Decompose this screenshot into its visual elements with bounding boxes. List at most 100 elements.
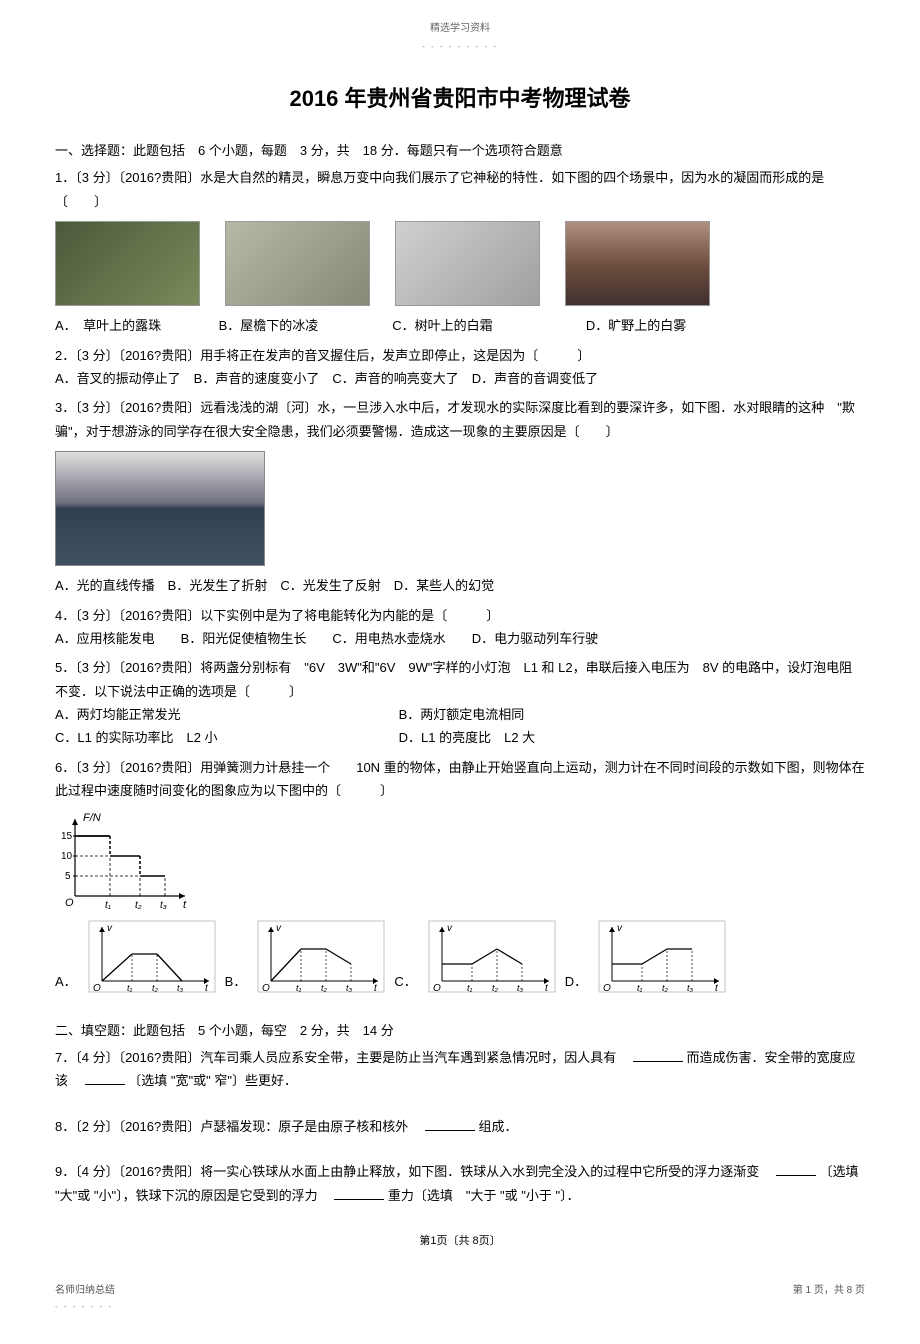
q2-choices: A．音叉的振动停止了 B．声音的速度变小了 C．声音的响亮变大了 D．声音的音调… (55, 367, 865, 390)
svg-text:t₃: t₃ (517, 983, 524, 993)
q1-choice-a: A． 草叶上的露珠 (55, 314, 215, 337)
q7-blank2 (85, 1072, 125, 1085)
svg-text:t: t (715, 983, 719, 994)
question-4: 4．〔3 分〕〔2016?贵阳〕以下实例中是为了将电能转化为内能的是〔 〕 A．… (55, 604, 865, 651)
svg-text:t: t (545, 983, 549, 994)
q5-row2: C．L1 的实际功率比 L2 小 D．L1 的亮度比 L2 大 (55, 726, 865, 749)
svg-text:t₂: t₂ (492, 983, 499, 993)
q3-choices: A．光的直线传播 B．光发生了折射 C．光发生了反射 D．某些人的幻觉 (55, 574, 865, 597)
q4-text: 4．〔3 分〕〔2016?贵阳〕以下实例中是为了将电能转化为内能的是〔 〕 (55, 604, 865, 627)
q5-text: 5．〔3 分〕〔2016?贵阳〕将两盏分别标有 "6V 3W"和"6V 9W"字… (55, 656, 865, 703)
question-9: 9．〔4 分〕〔2016?贵阳〕将一实心铁球从水面上由静止释放，如下图．铁球从入… (55, 1160, 865, 1207)
q1-choices: A． 草叶上的露珠 B．屋檐下的冰凌 C．树叶上的白霜 D．旷野上的白雾 (55, 314, 865, 337)
q5-choice-c: C．L1 的实际功率比 L2 小 (55, 726, 395, 749)
q9-blank1 (776, 1163, 816, 1176)
svg-text:O: O (433, 983, 441, 994)
top-label: 精选学习资料 (55, 20, 865, 38)
svg-text:O: O (603, 983, 611, 994)
svg-text:t₂: t₂ (321, 983, 328, 993)
svg-text:v: v (617, 923, 623, 934)
q7-p3: 〔选填 "宽"或" 窄"〕些更好． (128, 1073, 297, 1088)
question-2: 2．〔3 分〕〔2016?贵阳〕用手将正在发声的音叉握住后，发声立即停止，这是因… (55, 344, 865, 391)
svg-text:O: O (262, 983, 270, 994)
svg-text:F/N: F/N (83, 812, 101, 824)
q4-choices: A．应用核能发电 B．阳光促使植物生长 C．用电热水壶烧水 D．电力驱动列车行驶 (55, 627, 865, 650)
footer-row: 名师归纳总结 - - - - - - - 第 1 页，共 8 页 (55, 1282, 865, 1314)
q8-p2: 组成． (478, 1119, 517, 1134)
q1-choice-b: B．屋檐下的冰凌 (219, 314, 389, 337)
q3-text: 3．〔3 分〕〔2016?贵阳〕远看浅浅的湖〔河〕水，一旦涉入水中后，才发现水的… (55, 396, 865, 443)
q6-label-b: B． (225, 970, 247, 993)
section1-header: 一、选择题：此题包括 6 个小题，每题 3 分，共 18 分．每题只有一个选项符… (55, 139, 865, 162)
svg-text:t₁: t₁ (296, 983, 302, 993)
svg-text:v: v (107, 923, 113, 934)
footer-right: 第 1 页，共 8 页 (793, 1282, 865, 1314)
image-frost (395, 221, 540, 306)
svg-text:t₁: t₁ (637, 983, 643, 993)
svg-text:t: t (205, 983, 209, 994)
page-title: 2016 年贵州省贵阳市中考物理试卷 (55, 79, 865, 119)
question-5: 5．〔3 分〕〔2016?贵阳〕将两盏分别标有 "6V 3W"和"6V 9W"字… (55, 656, 865, 750)
q7-blank1 (633, 1049, 683, 1062)
svg-text:t₂: t₂ (662, 983, 669, 993)
q5-choice-b: B．两灯额定电流相同 (399, 707, 525, 722)
q1-text: 1．〔3 分〕〔2016?贵阳〕水是大自然的精灵，瞬息万变中向我们展示了它神秘的… (55, 166, 865, 213)
q2-text: 2．〔3 分〕〔2016?贵阳〕用手将正在发声的音叉握住后，发声立即停止，这是因… (55, 344, 865, 367)
image-fog (565, 221, 710, 306)
footer-left-dots: - - - - - - - (55, 1300, 115, 1314)
svg-text:t₂: t₂ (135, 900, 142, 911)
exam-page: 精选学习资料 - - - - - - - - - 2016 年贵州省贵阳市中考物… (0, 0, 920, 1344)
q6-text: 6．〔3 分〕〔2016?贵阳〕用弹簧测力计悬挂一个 10N 重的物体，由静止开… (55, 756, 865, 803)
svg-text:t₃: t₃ (177, 983, 184, 993)
footer-left: 名师归纳总结 - - - - - - - (55, 1282, 115, 1314)
question-7: 7．〔4 分〕〔2016?贵阳〕汽车司乘人员应系安全带，主要是防止当汽车遇到紧急… (55, 1046, 865, 1093)
q1-choice-d: D．旷野上的白雾 (586, 314, 686, 337)
q6-main-graph: F/N 15 10 5 O t₁ t₂ t₃ t (55, 811, 865, 911)
graph-choice-c: v O t₁ t₂ t₃ t (427, 919, 557, 994)
q6-label-a: A． (55, 970, 77, 993)
question-1: 1．〔3 分〕〔2016?贵阳〕水是大自然的精灵，瞬息万变中向我们展示了它神秘的… (55, 166, 865, 337)
svg-text:t₃: t₃ (160, 900, 167, 911)
footer-left-text: 名师归纳总结 (55, 1282, 115, 1300)
graph-choice-d: v O t₁ t₂ t₃ t (597, 919, 727, 994)
q5-choice-d: D．L1 的亮度比 L2 大 (399, 730, 536, 745)
force-time-graph: F/N 15 10 5 O t₁ t₂ t₃ t (55, 811, 195, 911)
svg-text:5: 5 (65, 871, 71, 882)
svg-text:v: v (276, 923, 282, 934)
svg-text:t₃: t₃ (346, 983, 353, 993)
q1-images (55, 221, 865, 306)
q5-choice-a: A．两灯均能正常发光 (55, 703, 395, 726)
svg-text:10: 10 (61, 851, 73, 862)
svg-text:t: t (183, 899, 187, 911)
q8-p1: 8．〔2 分〕〔2016?贵阳〕卢瑟福发现：原子是由原子核和核外 (55, 1119, 421, 1134)
q6-label-d: D． (565, 970, 587, 993)
q9-p1: 9．〔4 分〕〔2016?贵阳〕将一实心铁球从水面上由静止释放，如下图．铁球从入… (55, 1164, 772, 1179)
svg-text:t₁: t₁ (127, 983, 133, 993)
svg-text:t₃: t₃ (687, 983, 694, 993)
q1-choice-c: C．树叶上的白霜 (392, 314, 582, 337)
svg-text:v: v (447, 923, 453, 934)
svg-text:t₁: t₁ (105, 900, 111, 911)
q7-p1: 7．〔4 分〕〔2016?贵阳〕汽车司乘人员应系安全带，主要是防止当汽车遇到紧急… (55, 1050, 629, 1065)
question-6: 6．〔3 分〕〔2016?贵阳〕用弹簧测力计悬挂一个 10N 重的物体，由静止开… (55, 756, 865, 994)
image-dew (55, 221, 200, 306)
graph-choice-a: v O t₁ t₂ t₃ t (87, 919, 217, 994)
top-dots: - - - - - - - - - (55, 40, 865, 54)
svg-text:t₁: t₁ (467, 983, 473, 993)
graph-choice-b: v O t₁ t₂ t₃ t (256, 919, 386, 994)
image-water-refraction (55, 451, 265, 566)
image-icicle (225, 221, 370, 306)
q9-p3: 重力〔选填 "大于 "或 "小于 "〕． (388, 1188, 580, 1203)
q5-row1: A．两灯均能正常发光 B．两灯额定电流相同 (55, 703, 865, 726)
svg-text:t: t (374, 983, 378, 994)
svg-text:O: O (65, 897, 74, 909)
q6-label-c: C． (394, 970, 416, 993)
svg-text:O: O (93, 983, 101, 994)
question-8: 8．〔2 分〕〔2016?贵阳〕卢瑟福发现：原子是由原子核和核外 组成． (55, 1115, 865, 1138)
q9-blank2 (334, 1187, 384, 1200)
section2-header: 二、填空题：此题包括 5 个小题，每空 2 分，共 14 分 (55, 1019, 865, 1042)
svg-text:t₂: t₂ (152, 983, 159, 993)
q6-choice-graphs: A． v O t₁ t₂ t₃ t B． (55, 919, 865, 994)
q8-blank1 (425, 1118, 475, 1131)
footer-center: 第1页〔共 8页〕 (55, 1232, 865, 1252)
